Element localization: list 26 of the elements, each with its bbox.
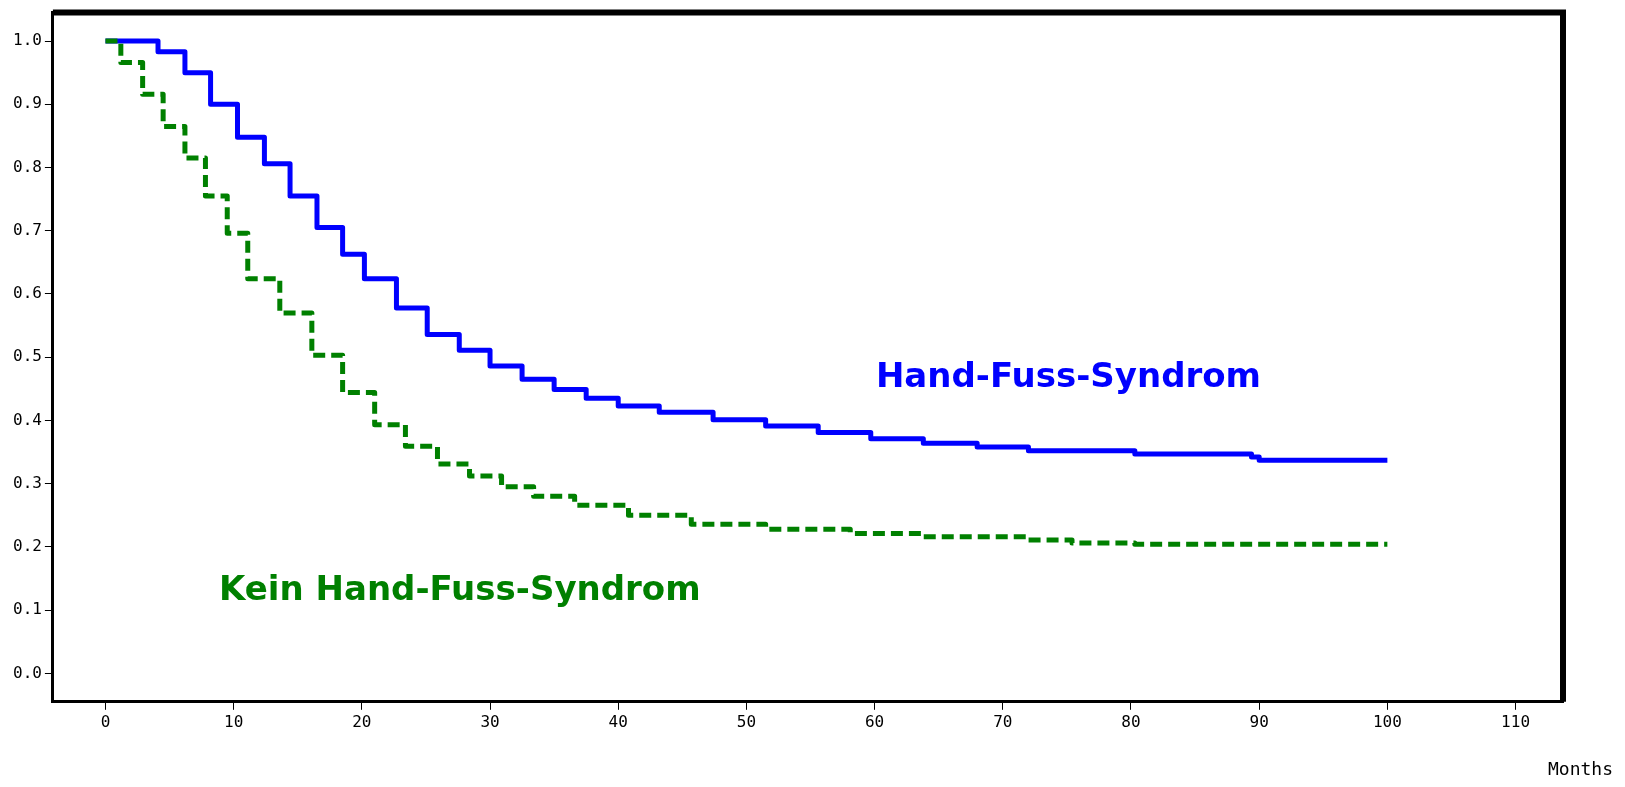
x-tick-label: 70 [993, 711, 1013, 731]
y-tick-label: 0.4 [12, 409, 42, 429]
x-tick-label: 50 [736, 711, 757, 731]
x-tick-label: 10 [224, 711, 244, 731]
x-tick-label: 20 [352, 711, 372, 731]
y-tick-label: 0.6 [12, 283, 42, 303]
x-tick-label: 100 [1372, 711, 1402, 731]
x-tick-label: 40 [608, 711, 628, 731]
x-tick-label: 90 [1249, 711, 1269, 731]
x-tick-label: 0 [100, 711, 111, 731]
y-tick-label: 0.0 [12, 662, 42, 682]
y-tick-label: 0.7 [12, 219, 42, 239]
x-tick-label: 30 [480, 711, 500, 731]
x-tick-label: 110 [1501, 711, 1531, 731]
y-tick-label: 0.1 [12, 599, 42, 619]
x-tick-label: 80 [1121, 711, 1141, 731]
series-label: Kein Hand-Fuss-Syndrom [219, 568, 701, 609]
x-axis-title: Months [1547, 757, 1613, 779]
y-tick-label: 0.2 [12, 536, 42, 556]
series-label: Hand-Fuss-Syndrom [875, 354, 1262, 395]
y-tick-label: 0.9 [12, 93, 42, 113]
x-tick-label: 60 [864, 711, 885, 731]
y-tick-label: 0.5 [12, 346, 42, 366]
y-tick-label: 0.3 [12, 472, 42, 492]
y-tick-label: 0.8 [12, 156, 42, 176]
y-tick-label: 1.0 [12, 30, 42, 50]
